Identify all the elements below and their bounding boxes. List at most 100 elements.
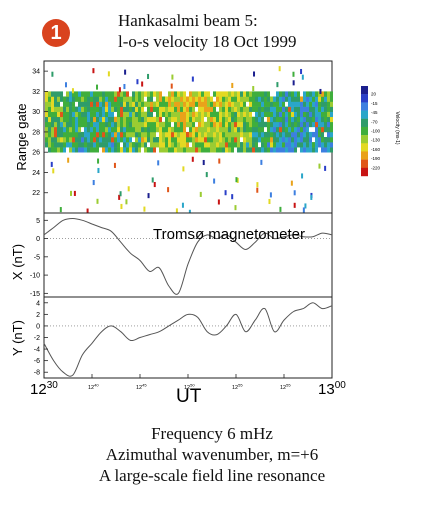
velocity-cell — [135, 121, 138, 128]
velocity-cell — [75, 126, 78, 133]
velocity-cell — [69, 142, 72, 148]
y-component-frame — [43, 296, 333, 379]
velocity-cell — [321, 131, 324, 138]
velocity-cell — [69, 111, 72, 118]
velocity-cell — [306, 101, 309, 107]
velocity-cell — [243, 137, 246, 143]
velocity-cell — [183, 126, 186, 133]
range-gate-tick-label: 28 — [32, 129, 40, 136]
velocity-cell — [234, 137, 237, 143]
velocity-cell — [264, 137, 267, 143]
velocity-cell — [168, 131, 171, 138]
velocity-cell — [252, 91, 255, 97]
velocity-cell — [327, 126, 330, 133]
velocity-cell — [156, 121, 159, 128]
velocity-cell — [285, 137, 288, 143]
velocity-cell — [276, 126, 279, 133]
range-gate-tick-label: 30 — [32, 109, 40, 116]
velocity-cell — [174, 126, 177, 133]
caption-line-1: Frequency 6 mHz — [151, 424, 273, 443]
velocity-cell — [126, 91, 129, 97]
velocity-cell — [81, 137, 84, 143]
velocity-cell — [117, 101, 120, 107]
velocity-cell — [87, 101, 90, 107]
velocity-cell — [111, 111, 114, 118]
velocity-cell — [270, 111, 273, 118]
velocity-cell — [291, 131, 294, 138]
velocity-cell — [312, 96, 315, 102]
velocity-cell — [81, 111, 84, 118]
velocity-cell — [177, 116, 180, 123]
velocity-cell — [276, 142, 279, 148]
velocity-cell — [330, 96, 333, 102]
velocity-cell — [261, 126, 264, 133]
velocity-cell — [168, 101, 171, 107]
velocity-cell — [138, 126, 141, 133]
velocity-cell — [69, 101, 72, 107]
velocity-cell — [174, 131, 177, 138]
velocity-cell — [168, 91, 171, 97]
velocity-cell — [309, 96, 312, 102]
velocity-cell — [198, 147, 201, 153]
velocity-cell — [219, 147, 222, 153]
velocity-cell — [246, 121, 249, 128]
velocity-cell — [147, 147, 150, 153]
velocity-cell — [90, 142, 93, 148]
velocity-cell — [105, 147, 108, 153]
velocity-cell — [45, 121, 48, 128]
velocity-cell — [150, 116, 153, 123]
velocity-cell — [279, 116, 282, 123]
velocity-cell — [285, 106, 288, 112]
velocity-cell — [75, 142, 78, 148]
velocity-cell — [225, 126, 228, 133]
velocity-cell — [159, 121, 162, 128]
p3-tick-label: -6 — [34, 358, 40, 365]
velocity-cell — [75, 96, 78, 102]
velocity-cell — [264, 121, 267, 128]
velocity-cell — [162, 131, 165, 138]
velocity-cell — [159, 126, 162, 133]
velocity-cell — [78, 96, 81, 102]
velocity-cell — [330, 142, 333, 148]
velocity-cell — [108, 91, 111, 97]
velocity-cell — [63, 116, 66, 123]
velocity-cell — [222, 111, 225, 118]
x-component-axis-label: X (nT) — [10, 244, 25, 280]
velocity-cell — [159, 116, 162, 123]
velocity-cell — [285, 131, 288, 138]
velocity-cell — [210, 101, 213, 107]
velocity-cell — [192, 116, 195, 123]
velocity-cell — [63, 96, 66, 102]
velocity-cell — [66, 137, 69, 143]
velocity-cell — [63, 121, 66, 128]
velocity-cell — [213, 116, 216, 123]
velocity-cell — [135, 101, 138, 107]
velocity-cell — [102, 137, 105, 143]
velocity-cell — [300, 116, 303, 123]
velocity-cell — [99, 101, 102, 107]
velocity-cell — [231, 91, 234, 97]
velocity-cell — [87, 96, 90, 102]
velocity-cell — [315, 147, 318, 153]
velocity-cell — [267, 101, 270, 107]
velocity-cell — [318, 106, 321, 112]
velocity-cell — [45, 116, 48, 123]
velocity-cell — [99, 91, 102, 97]
velocity-cell — [162, 137, 165, 143]
velocity-cell — [54, 121, 57, 128]
range-gate-tick-label: 24 — [32, 170, 40, 177]
velocity-cell — [168, 137, 171, 143]
velocity-cell — [177, 121, 180, 128]
y-component-ticks: 4 2 0 -2 -4 -6 -8 — [34, 300, 48, 377]
velocity-cell — [309, 116, 312, 123]
velocity-cell — [321, 116, 324, 123]
velocity-cell — [237, 106, 240, 112]
velocity-cell — [273, 116, 276, 123]
velocity-cell — [312, 131, 315, 138]
velocity-cell-sparse — [191, 156, 194, 162]
velocity-cell — [57, 111, 60, 118]
velocity-cell — [282, 121, 285, 128]
velocity-cell — [246, 96, 249, 102]
velocity-cell — [102, 126, 105, 133]
velocity-cell — [114, 91, 117, 97]
